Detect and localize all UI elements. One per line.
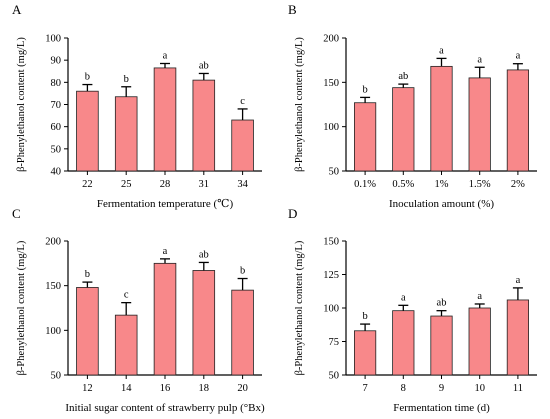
x-tick-label: 8 <box>401 383 406 394</box>
significance-letter: ab <box>199 60 209 71</box>
significance-letter: a <box>477 54 482 65</box>
panel-label: B <box>288 2 297 17</box>
significance-letter: ab <box>199 249 209 260</box>
bar <box>468 307 491 376</box>
y-tick-label: 80 <box>51 78 62 89</box>
y-axis-title: β-Phenylethanol content (mg/L) <box>16 240 27 375</box>
significance-letter: a <box>163 246 168 257</box>
bar <box>354 102 377 172</box>
bar <box>76 287 99 376</box>
x-tick-label: 34 <box>237 179 248 190</box>
x-axis-title: Fermentation time (d) <box>393 402 490 414</box>
x-tick-label: 0.5% <box>392 179 414 190</box>
y-axis-title: β-Phenylethanol content (mg/L) <box>294 37 305 172</box>
y-tick-label: 100 <box>45 34 61 45</box>
y-tick-label: 150 <box>45 281 61 292</box>
y-tick-label: 60 <box>51 122 62 133</box>
bar <box>392 310 415 376</box>
panel-b: B 50 100 150 200 b 0.1% ab 0.5% a 1% a 1.5% a 2% Inocul… <box>288 2 537 210</box>
x-tick-label: 20 <box>237 383 248 394</box>
bar <box>76 90 99 172</box>
bar <box>354 330 377 376</box>
panel-label: D <box>288 206 297 221</box>
significance-letter: a <box>516 51 521 62</box>
significance-letter: a <box>439 45 444 56</box>
x-tick-label: 16 <box>160 383 171 394</box>
y-tick-label: 50 <box>51 144 62 155</box>
significance-letter: a <box>477 291 482 302</box>
bar <box>114 314 138 376</box>
x-tick-label: 1.5% <box>469 179 491 190</box>
x-tick-label: 14 <box>121 383 132 394</box>
significance-letter: ab <box>437 298 447 309</box>
y-tick-label: 50 <box>329 371 340 382</box>
panel-label: C <box>12 206 21 221</box>
bar <box>506 299 529 376</box>
bar <box>468 77 491 172</box>
y-tick-label: 200 <box>323 34 339 45</box>
significance-letter: a <box>163 50 168 61</box>
significance-letter: c <box>240 96 245 107</box>
y-tick-label: 75 <box>329 337 340 348</box>
panel-c: C 50 100 150 200 b 12 c 14 a 16 ab 18 b 20 Initial suga… <box>12 206 265 414</box>
significance-letter: b <box>124 74 129 85</box>
y-tick-label: 90 <box>51 56 62 67</box>
y-tick-label: 150 <box>323 78 339 89</box>
y-axis-title: β-Phenylethanol content (mg/L) <box>16 37 27 172</box>
y-tick-label: 150 <box>323 237 339 248</box>
x-tick-label: 18 <box>199 383 210 394</box>
y-tick-label: 40 <box>51 167 62 178</box>
significance-letter: a <box>401 292 406 303</box>
x-axis-title: Initial sugar content of strawberry pulp… <box>65 402 265 414</box>
bar <box>153 67 177 172</box>
x-tick-label: 31 <box>199 179 210 190</box>
x-tick-label: 2% <box>511 179 525 190</box>
y-tick-label: 125 <box>323 270 339 281</box>
significance-letter: c <box>124 290 129 301</box>
bar <box>430 315 453 376</box>
x-axis-title: Fermentation temperature (℃) <box>97 198 234 210</box>
panel-a: A 40 50 60 70 80 90 100 b 22 b 25 a 28 ab 31 c 34Fermenta… <box>12 2 262 210</box>
x-tick-label: 1% <box>435 179 449 190</box>
bar <box>506 69 529 172</box>
significance-letter: ab <box>398 71 408 82</box>
significance-letter: b <box>240 266 245 277</box>
bar <box>192 79 216 172</box>
bar <box>153 262 177 376</box>
y-tick-label: 100 <box>323 304 339 315</box>
significance-letter: b <box>362 311 367 322</box>
bar <box>231 289 254 376</box>
y-tick-label: 200 <box>45 237 61 248</box>
significance-letter: a <box>516 275 521 286</box>
bar <box>231 119 254 172</box>
y-tick-label: 100 <box>323 122 339 133</box>
x-tick-label: 12 <box>82 383 93 394</box>
significance-letter: b <box>85 72 90 83</box>
x-tick-label: 22 <box>82 179 93 190</box>
panel-d: D 50 75 100 125 150 b 7 a 8 ab 9 a 10 a 11 Fermentation … <box>288 206 537 414</box>
panel-label: A <box>12 2 22 17</box>
y-axis-title: β-Phenylethanol content (mg/L) <box>294 240 305 375</box>
x-tick-label: 28 <box>160 179 171 190</box>
bar <box>392 87 415 172</box>
x-axis-title: Inoculation amount (%) <box>389 198 494 210</box>
y-tick-label: 70 <box>51 100 62 111</box>
x-tick-label: 25 <box>121 179 132 190</box>
x-tick-label: 7 <box>362 383 367 394</box>
y-tick-label: 100 <box>45 326 61 337</box>
bar <box>430 65 453 172</box>
x-tick-label: 0.1% <box>354 179 376 190</box>
y-tick-label: 50 <box>329 167 340 178</box>
bar <box>114 96 138 172</box>
y-tick-label: 50 <box>51 371 62 382</box>
bar <box>192 270 216 376</box>
significance-letter: b <box>362 84 367 95</box>
significance-letter: b <box>85 269 90 280</box>
x-tick-label: 11 <box>513 383 523 394</box>
x-tick-label: 10 <box>474 383 485 394</box>
x-tick-label: 9 <box>439 383 444 394</box>
